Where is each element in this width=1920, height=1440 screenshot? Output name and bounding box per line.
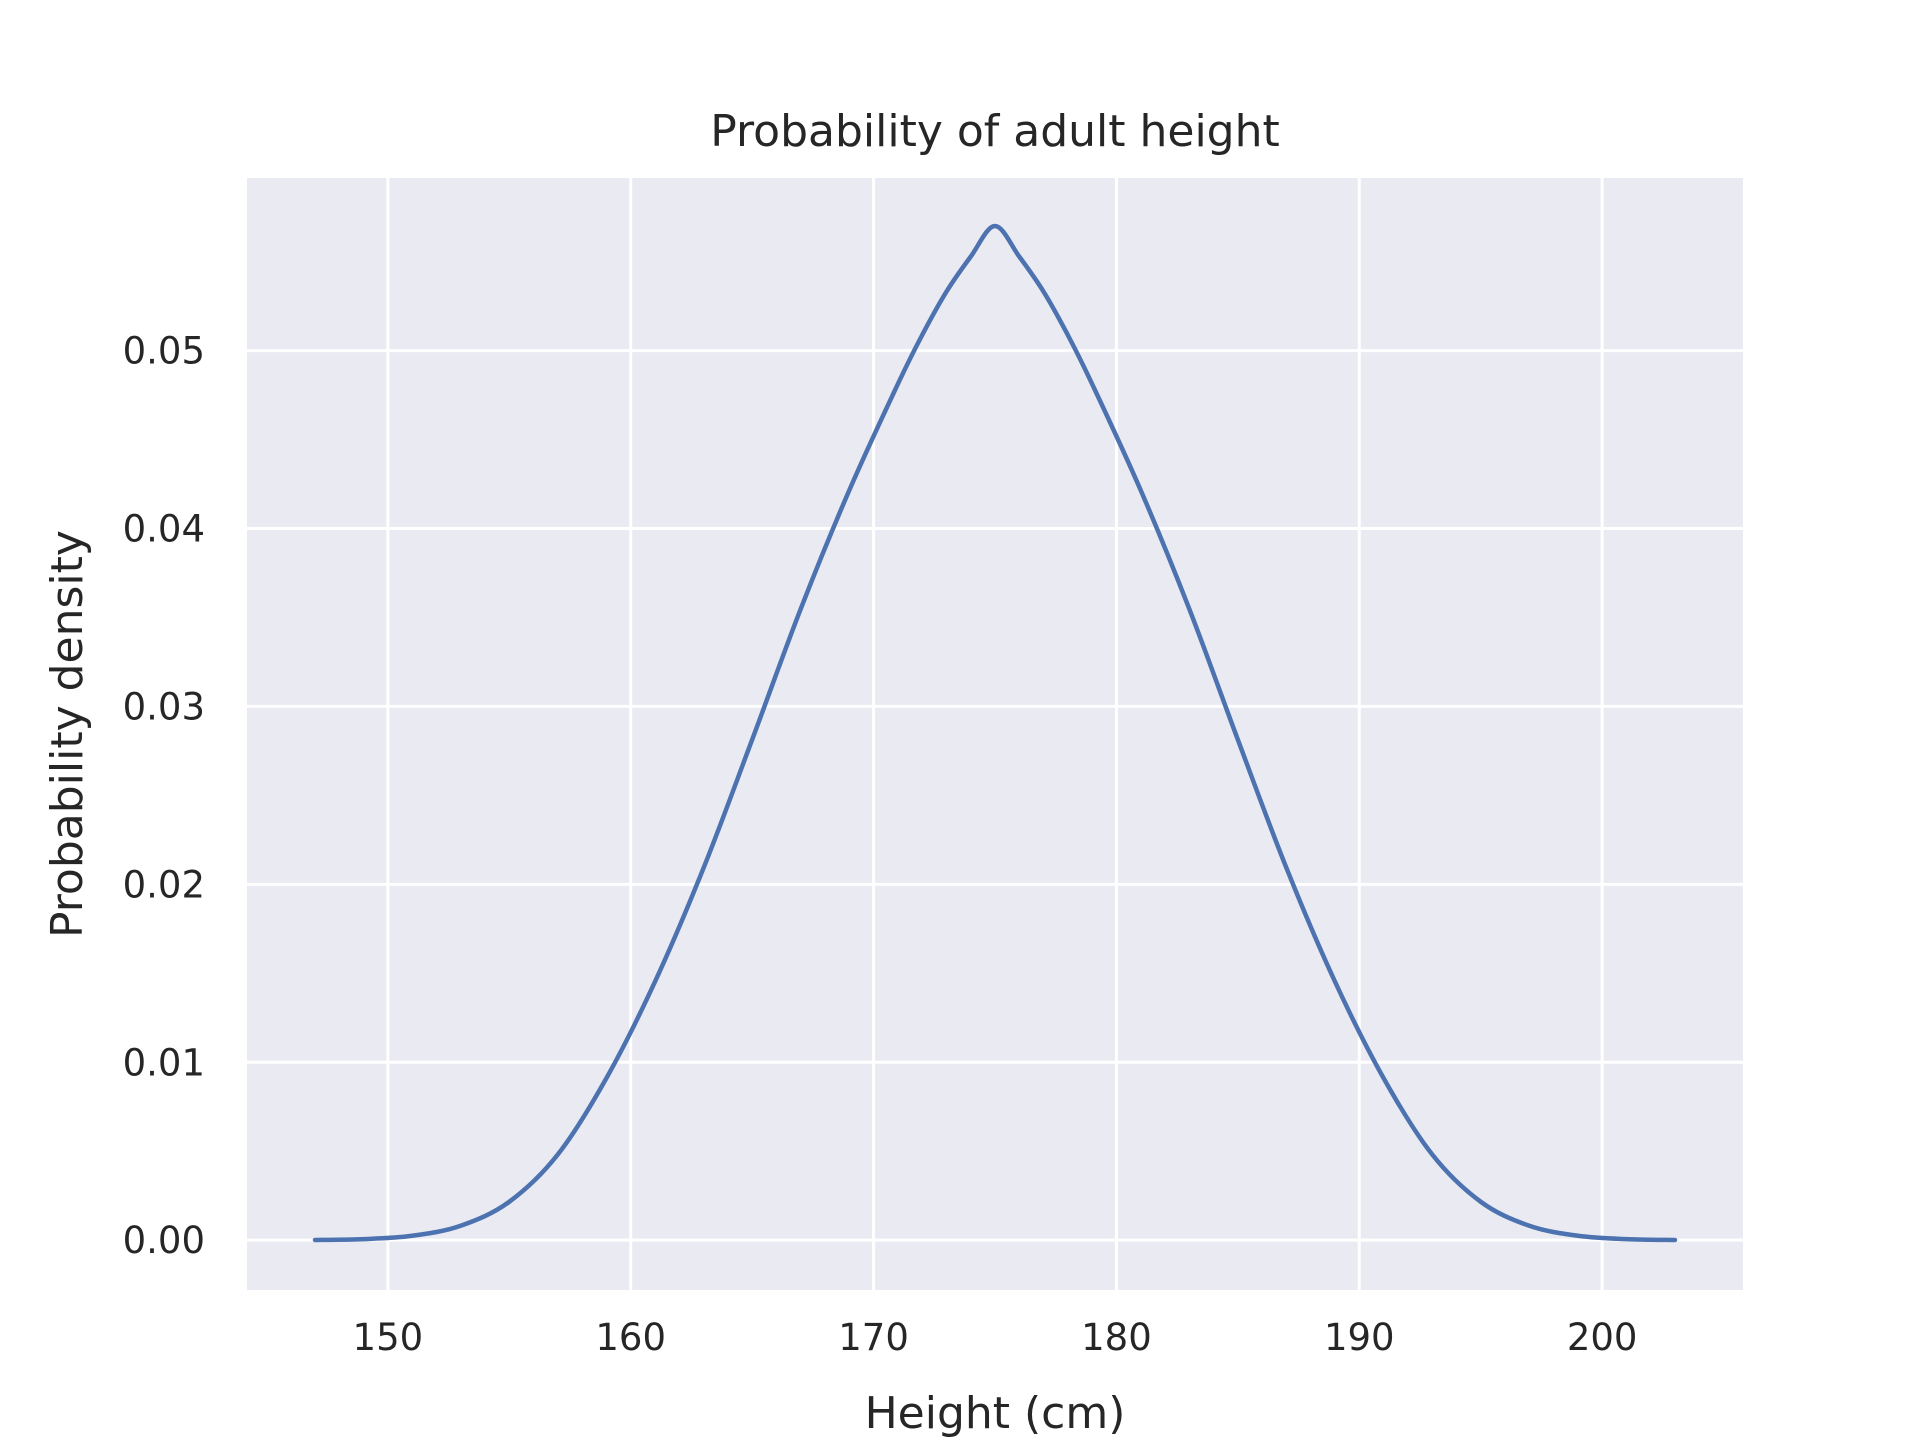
x-gridlines (386, 178, 1604, 1290)
y-tick-labels: 0.00 0.01 0.02 0.03 0.04 0.05 (123, 330, 205, 1263)
x-tick-label: 160 (595, 1316, 666, 1359)
y-gridlines (247, 349, 1743, 1242)
density-curve-line (312, 223, 1678, 1243)
x-axis-label: Height (cm) (865, 1388, 1126, 1439)
x-tick-label: 180 (1081, 1316, 1152, 1359)
series-layer (312, 223, 1678, 1243)
y-tick-label: 0.02 (123, 863, 205, 906)
y-tick-label: 0.03 (123, 685, 205, 728)
x-tick-label: 150 (353, 1316, 424, 1359)
x-tick-label: 190 (1324, 1316, 1395, 1359)
x-tick-label: 170 (838, 1316, 909, 1359)
x-tick-label: 200 (1567, 1316, 1638, 1359)
x-tick-labels: 150 160 170 180 190 200 (353, 1316, 1638, 1359)
y-tick-label: 0.01 (123, 1041, 205, 1084)
plot-area (247, 178, 1743, 1290)
chart-title: Probability of adult height (710, 106, 1279, 157)
y-tick-label: 0.00 (123, 1219, 205, 1262)
y-tick-label: 0.04 (123, 508, 205, 551)
y-axis-label: Probability density (42, 530, 93, 938)
y-tick-label: 0.05 (123, 330, 205, 373)
